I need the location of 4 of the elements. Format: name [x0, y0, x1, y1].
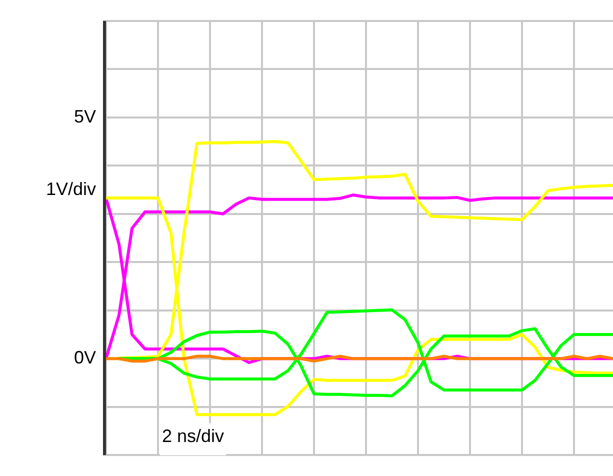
x-axis-title: 2 ns/div — [162, 426, 224, 446]
y-tick-label: 0V — [74, 348, 96, 368]
y-tick-label: 5V — [74, 106, 96, 126]
y-axis-title: 1V/div — [46, 179, 96, 200]
